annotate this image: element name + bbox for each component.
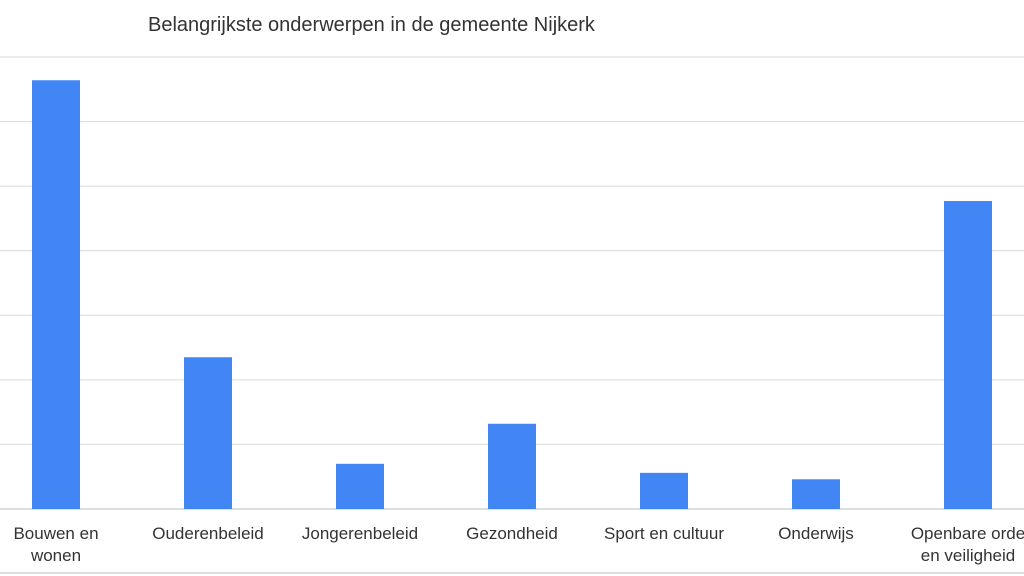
bar bbox=[640, 472, 688, 509]
bar bbox=[32, 80, 80, 509]
x-tick-label: Jongerenbeleid bbox=[302, 524, 418, 543]
bar bbox=[944, 200, 992, 509]
chart-title: Belangrijkste onderwerpen in de gemeente… bbox=[148, 14, 596, 36]
x-tick-label: Ouderenbeleid bbox=[152, 524, 264, 543]
x-tick-label: Onderwijs bbox=[778, 524, 854, 543]
x-tick-label: Openbare orde en veiligheid bbox=[911, 524, 1024, 565]
bar bbox=[184, 357, 232, 509]
bar bbox=[336, 463, 384, 509]
bar bbox=[792, 479, 840, 509]
x-tick-labels: Bouwen en wonen Ouderenbeleid Jongerenbelei… bbox=[13, 524, 1024, 565]
gridlines bbox=[0, 56, 1024, 510]
x-tick-label: Sport en cultuur bbox=[604, 524, 724, 543]
bars bbox=[32, 80, 992, 509]
x-tick-label: Gezondheid bbox=[466, 524, 558, 543]
x-tick-label: Bouwen en wonen bbox=[13, 524, 98, 565]
bar bbox=[488, 423, 536, 509]
